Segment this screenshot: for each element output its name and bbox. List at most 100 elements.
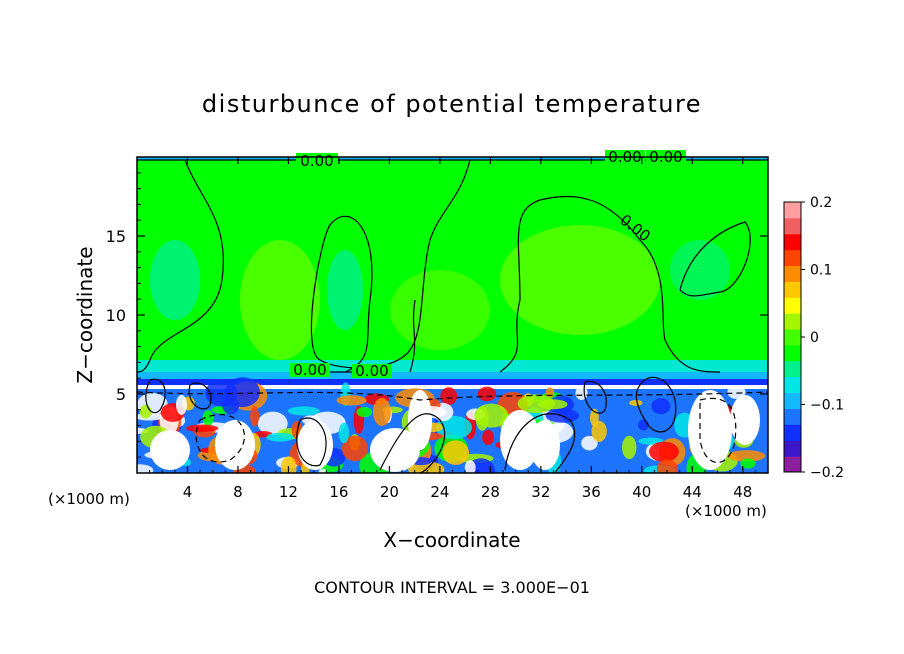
turbulence-blob [370, 428, 420, 472]
turbulence-blob [338, 422, 350, 444]
contour-line [379, 413, 446, 473]
x-tick-label: 16 [329, 483, 348, 501]
turbulence-blob [530, 420, 560, 470]
colorbar-tick-label: 0 [810, 330, 819, 346]
turbulence-blob [464, 460, 476, 473]
colorbar-segment [784, 313, 801, 330]
y-tick-label: 5 [116, 385, 126, 404]
turbulence-blob [575, 386, 588, 401]
x-tick-label: 28 [481, 483, 500, 501]
field-patch [327, 250, 363, 330]
contour-line [409, 299, 416, 373]
contour-interval-footer: CONTOUR INTERVAL = 3.000E−01 [314, 578, 590, 597]
field-top-band [137, 157, 768, 160]
x-tick-label: 24 [430, 483, 449, 501]
contour-line [583, 380, 607, 414]
turbulence-blob [477, 386, 497, 402]
field-band [137, 379, 768, 386]
x-unit-left: (×1000 m) [48, 490, 130, 508]
field-patch [240, 240, 320, 360]
x-tick-label: 44 [683, 483, 702, 501]
turbulence-blob [474, 403, 509, 428]
turbulence-blob [517, 394, 555, 414]
contour-line [195, 414, 246, 463]
heatmap-field [137, 157, 768, 473]
turbulence-blob [740, 458, 756, 469]
contour-label-bg [352, 364, 392, 378]
turbulence-blob [688, 390, 732, 470]
colorbar-segment [784, 217, 801, 235]
turbulence-blob [581, 435, 598, 451]
y-tick-label: 10 [106, 306, 126, 325]
contour-line [188, 382, 212, 410]
x-tick-label: 36 [582, 483, 601, 501]
turbulence-blob [257, 411, 288, 436]
field-patch [150, 240, 200, 320]
colorbar-segment [784, 297, 801, 314]
colorbar-segment [784, 233, 801, 251]
turbulence-blob [297, 420, 333, 470]
contour-label: 0.00 [293, 361, 326, 379]
turbulence-blob [656, 459, 678, 473]
x-axis-label: X−coordinate [383, 528, 520, 552]
turbulence-blob [186, 424, 219, 433]
x-tick-label: 32 [531, 483, 550, 501]
turbulence-blob [287, 406, 320, 416]
contour-line [699, 397, 737, 464]
field-band [137, 372, 768, 380]
turbulence-blob [250, 406, 260, 427]
x-tick-label: 40 [632, 483, 651, 501]
contour-line [635, 376, 677, 433]
colorbar-tick-label: 0.1 [810, 263, 832, 279]
turbulence-blob [500, 410, 540, 470]
x-tick-label: 8 [233, 483, 243, 501]
colorbar-segment [784, 329, 801, 346]
turbulence-blob [139, 404, 152, 419]
colorbar-tick-label: −0.1 [810, 398, 844, 414]
colorbar-segment [784, 408, 801, 425]
y-tick-label: 15 [106, 227, 126, 246]
field-band [137, 385, 768, 389]
x-unit-right: (×1000 m) [685, 502, 767, 520]
colorbar-frame [783, 201, 802, 473]
x-axis-ticks: 4 8 12 16 20 24 28 32 36 40 44 48 [149, 157, 756, 501]
chart-title: disturbunce of potential temperature [202, 90, 702, 118]
turbulence-blob [629, 399, 643, 406]
turbulence-blob [482, 429, 495, 446]
y-axis-label: Z−coordinate [73, 246, 97, 383]
contour-label-bg [290, 363, 330, 377]
turbulence-blob [356, 407, 373, 418]
turbulence-blob [727, 450, 766, 462]
contour-line [310, 159, 471, 373]
x-tick-label: 20 [380, 483, 399, 501]
colorbar-segment [784, 249, 801, 267]
turbulence-blob [266, 432, 294, 442]
colorbar: 0.2 0.1 0 −0.1 −0.2 [784, 195, 844, 481]
turbulence-blob [318, 468, 328, 473]
contour-line [504, 413, 576, 473]
colorbar-segment [784, 265, 801, 282]
colorbar-tick-label: 0.2 [810, 195, 832, 211]
colorbar-segment [784, 360, 801, 378]
field-patch [390, 270, 490, 350]
contour-line [137, 391, 768, 401]
colorbar-segment [784, 344, 801, 362]
turbulence-blob [622, 435, 637, 460]
contour-label: 0.00 [355, 362, 388, 380]
turbulence-blob [440, 387, 458, 406]
turbulence-blob [280, 456, 297, 473]
contour-label: 0.00 [300, 152, 333, 170]
field-band [137, 360, 768, 374]
turbulence-blob [336, 395, 367, 406]
colorbar-segment [784, 202, 801, 219]
colorbar-segment [784, 281, 801, 298]
colorbar-segment [784, 392, 801, 409]
contour-line [137, 159, 224, 373]
turbulence-blob [408, 390, 432, 450]
x-tick-label: 48 [733, 483, 752, 501]
contour-line [499, 195, 721, 373]
contour-line [679, 221, 751, 297]
turbulence-blob [372, 397, 391, 427]
turbulence-blob [638, 419, 649, 431]
